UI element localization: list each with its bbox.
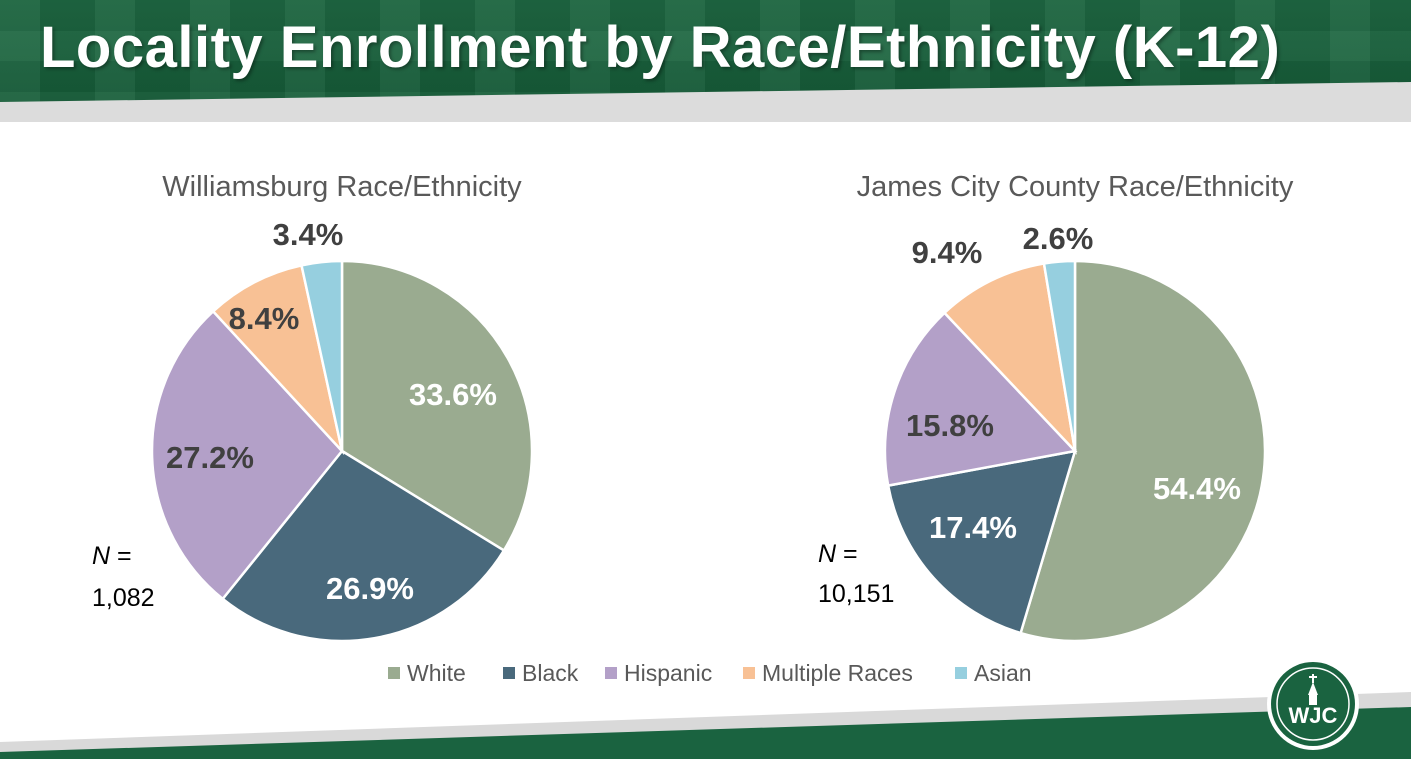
pie-slice-multiple-races xyxy=(211,263,345,456)
pie-chart-james-city-county: James City County Race/Ethnicity 54.4% 17… xyxy=(818,171,1294,643)
legend-label-asian: Asian xyxy=(974,660,1032,686)
header-divider xyxy=(0,122,1411,142)
legend: White Black Hispanic Multiple Races Asian xyxy=(388,660,1032,686)
legend-label-hispanic: Hispanic xyxy=(624,660,712,686)
data-label-black: 26.9% xyxy=(326,571,414,606)
n-label-james-city-county: N = xyxy=(818,540,858,568)
data-label-multiple-races: 9.4% xyxy=(912,235,983,270)
n-value-williamsburg: 1,082 xyxy=(92,584,155,612)
legend-label-multiple-races: Multiple Races xyxy=(762,660,913,686)
data-label-white: 54.4% xyxy=(1153,471,1241,506)
data-label-black: 17.4% xyxy=(929,510,1017,545)
legend-label-black: Black xyxy=(522,660,579,686)
header-band xyxy=(0,0,1411,122)
pie-labels-james-city-county: 54.4% 17.4% 15.8% 9.4% 2.6% xyxy=(906,221,1241,545)
pie-slice-black xyxy=(886,449,1077,635)
data-label-hispanic: 27.2% xyxy=(166,440,254,475)
pie-title-williamsburg: Williamsburg Race/Ethnicity xyxy=(162,171,522,203)
legend-label-white: White xyxy=(407,660,466,686)
legend-swatch-asian xyxy=(955,667,967,679)
slide-title: Locality Enrollment by Race/Ethnicity (K… xyxy=(40,15,1281,80)
pie-labels-williamsburg: 33.6% 26.9% 27.2% 8.4% 3.4% xyxy=(166,217,497,606)
legend-swatch-black xyxy=(503,667,515,679)
legend-swatch-hispanic xyxy=(605,667,617,679)
legend-swatch-multiple-races xyxy=(743,667,755,679)
data-label-white: 33.6% xyxy=(409,377,497,412)
pie-slice-hispanic xyxy=(150,309,344,601)
pie-slice-black xyxy=(220,449,506,643)
wjc-logo: WJC xyxy=(1267,658,1359,750)
pie-title-james-city-county: James City County Race/Ethnicity xyxy=(857,171,1294,203)
pie-slices-james-city-county xyxy=(883,259,1267,643)
legend-swatch-white xyxy=(388,667,400,679)
pie-slice-hispanic xyxy=(883,311,1078,488)
pie-slice-white xyxy=(340,259,534,553)
pie-slice-asian xyxy=(300,259,344,452)
pie-slices-williamsburg xyxy=(150,259,534,643)
n-label-williamsburg: N = xyxy=(92,542,132,570)
pie-slice-asian xyxy=(1042,259,1077,452)
logo-text: WJC xyxy=(1289,703,1338,728)
data-label-asian: 3.4% xyxy=(273,217,344,252)
pie-slice-multiple-races xyxy=(942,262,1077,455)
church-steeple-icon xyxy=(1308,674,1318,705)
data-label-asian: 2.6% xyxy=(1023,221,1094,256)
data-label-hispanic: 15.8% xyxy=(906,408,994,443)
n-value-james-city-county: 10,151 xyxy=(818,580,894,608)
pie-chart-williamsburg: Williamsburg Race/Ethnicity 33.6% 26.9% 27… xyxy=(92,171,534,643)
pie-slice-white xyxy=(1019,259,1267,643)
data-label-multiple-races: 8.4% xyxy=(229,301,300,336)
footer-green-strip xyxy=(0,707,1411,759)
footer-band xyxy=(0,692,1411,759)
